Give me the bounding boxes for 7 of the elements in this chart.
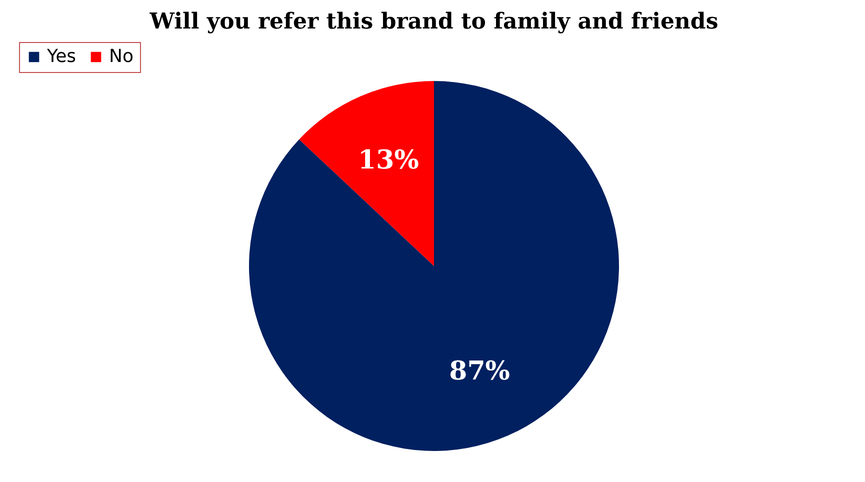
legend-label: Yes [46, 46, 76, 67]
data-label: 87% [449, 356, 510, 386]
data-label: 13% [358, 146, 420, 176]
legend-label: No [109, 46, 134, 67]
pie-slice [249, 81, 619, 451]
chart-title: Will you refer this brand to family and friends [148, 8, 718, 34]
pie-slice [299, 81, 434, 266]
